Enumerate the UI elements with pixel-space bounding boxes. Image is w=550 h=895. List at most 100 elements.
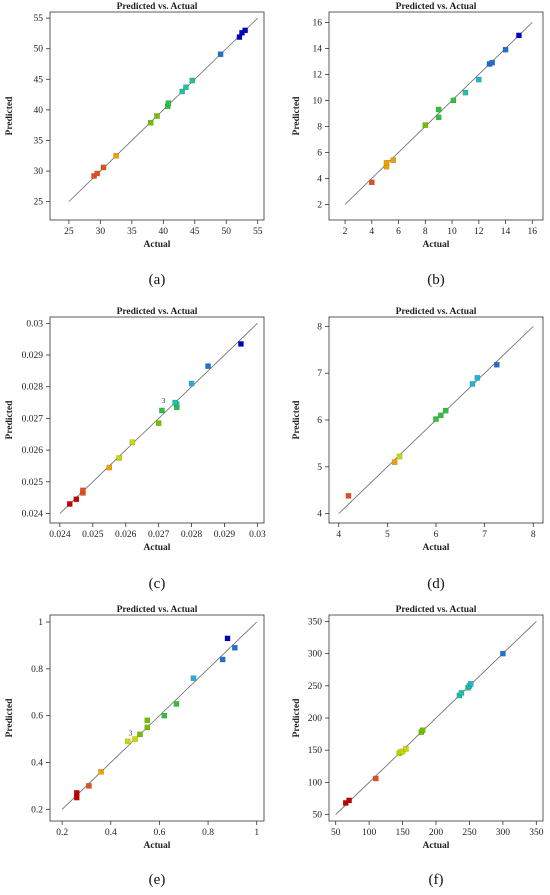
y-tick-label: 4 xyxy=(317,174,322,184)
data-point xyxy=(205,363,211,369)
x-axis-label: Actual xyxy=(423,240,450,250)
y-tick-label: 6 xyxy=(317,416,322,426)
y-tick-label: 0.026 xyxy=(22,446,44,456)
data-point xyxy=(489,59,495,66)
data-point xyxy=(435,114,442,121)
chart-title: Predicted vs. Actual xyxy=(117,605,198,615)
y-axis-label: Predicted xyxy=(292,96,302,136)
y-tick-label: 12 xyxy=(313,70,323,80)
chart-title: Predicted vs. Actual xyxy=(117,2,198,12)
panel-label: (f) xyxy=(429,872,444,888)
data-point xyxy=(419,727,426,734)
plot-frame xyxy=(49,614,265,822)
data-point xyxy=(373,775,379,782)
x-tick-label: 100 xyxy=(362,828,377,838)
y-tick-label: 8 xyxy=(317,122,322,132)
x-tick-label: 40 xyxy=(159,227,169,237)
chart-title: Predicted vs. Actual xyxy=(396,2,477,12)
y-tick-label: 0.029 xyxy=(22,351,44,361)
data-point xyxy=(100,164,107,171)
data-point xyxy=(159,407,165,414)
x-axis-label: Actual xyxy=(144,240,171,250)
y-tick-label: 150 xyxy=(308,746,323,756)
data-point xyxy=(161,712,168,719)
data-point xyxy=(458,690,465,696)
x-tick-label: 0.028 xyxy=(181,530,203,540)
y-tick-label: 14 xyxy=(313,44,323,54)
data-point xyxy=(86,783,92,789)
data-point xyxy=(73,794,80,801)
x-axis-label: Actual xyxy=(423,841,450,851)
data-point xyxy=(172,399,178,406)
x-axis-label: Actual xyxy=(144,543,171,553)
data-point xyxy=(435,106,442,113)
y-tick-label: 50 xyxy=(34,45,44,55)
y-tick-label: 40 xyxy=(34,106,44,116)
panel-label: (a) xyxy=(149,272,166,288)
chart-title: Predicted vs. Actual xyxy=(396,307,477,317)
data-point xyxy=(80,487,86,494)
x-tick-label: 8 xyxy=(423,227,428,237)
x-tick-label: 1 xyxy=(254,828,259,838)
x-tick-label: 6 xyxy=(434,530,439,540)
data-point xyxy=(442,407,449,414)
y-tick-label: 1 xyxy=(38,618,43,628)
x-tick-label: 6 xyxy=(396,227,401,237)
x-tick-label: 300 xyxy=(496,828,511,838)
data-point xyxy=(346,797,352,804)
data-point xyxy=(369,179,375,186)
chart-panel-c: Predicted vs. Actual 0.024 0.024 0.025 0.025… xyxy=(5,307,266,592)
y-tick-label: 25 xyxy=(34,198,44,208)
data-point xyxy=(469,381,476,387)
data-point xyxy=(189,77,196,84)
point-count-annotation: 3 xyxy=(162,397,166,405)
x-tick-label: 0.027 xyxy=(148,530,170,540)
chart-panel-e: Predicted vs. Actual 0.2 0.2 0.4 0.4 0.6 0.6 0.… xyxy=(5,605,265,888)
data-point xyxy=(391,459,398,465)
y-tick-label: 45 xyxy=(34,75,44,85)
y-axis-label: Predicted xyxy=(5,698,15,738)
x-tick-label: 150 xyxy=(395,828,410,838)
x-tick-label: 45 xyxy=(190,227,200,237)
plot-frame xyxy=(49,11,265,221)
x-tick-label: 200 xyxy=(429,828,444,838)
data-point xyxy=(474,375,481,381)
chart-panel-f: Predicted vs. Actual 50 50 100 100 150 150 200 2… xyxy=(292,605,544,888)
y-tick-label: 16 xyxy=(313,18,323,28)
data-point xyxy=(242,27,248,34)
data-point xyxy=(98,769,104,775)
y-tick-label: 0.025 xyxy=(22,478,44,488)
x-axis-label: Actual xyxy=(423,543,450,553)
y-tick-label: 250 xyxy=(308,682,323,692)
chart-panel-d: Predicted vs. Actual 4 4 5 5 6 6 7 7 8 8 Actual Pred… xyxy=(292,307,544,592)
data-point xyxy=(73,496,80,503)
panel-label: (d) xyxy=(427,576,445,592)
x-tick-label: 0.8 xyxy=(202,828,214,838)
x-tick-label: 0.024 xyxy=(49,530,71,540)
data-point xyxy=(147,119,154,126)
reference-line xyxy=(335,621,537,815)
y-tick-label: 100 xyxy=(308,778,323,788)
data-point xyxy=(422,122,429,128)
data-point xyxy=(132,736,138,742)
x-tick-label: 50 xyxy=(221,227,231,237)
data-point xyxy=(188,380,195,387)
reference-line xyxy=(61,621,257,810)
x-tick-label: 250 xyxy=(462,828,477,838)
data-point xyxy=(433,416,439,422)
x-tick-label: 5 xyxy=(385,530,390,540)
x-tick-label: 12 xyxy=(474,227,484,237)
data-point xyxy=(450,97,457,104)
y-axis-label: Predicted xyxy=(292,698,302,738)
data-point xyxy=(165,100,172,106)
data-point xyxy=(232,644,238,651)
y-tick-label: 0.4 xyxy=(31,758,43,768)
data-point xyxy=(467,681,474,687)
x-tick-label: 10 xyxy=(447,227,457,237)
data-point xyxy=(106,464,113,471)
x-tick-label: 350 xyxy=(529,828,544,838)
data-point xyxy=(403,746,409,752)
data-point xyxy=(462,89,469,96)
data-point xyxy=(190,675,197,682)
data-point xyxy=(94,170,101,177)
